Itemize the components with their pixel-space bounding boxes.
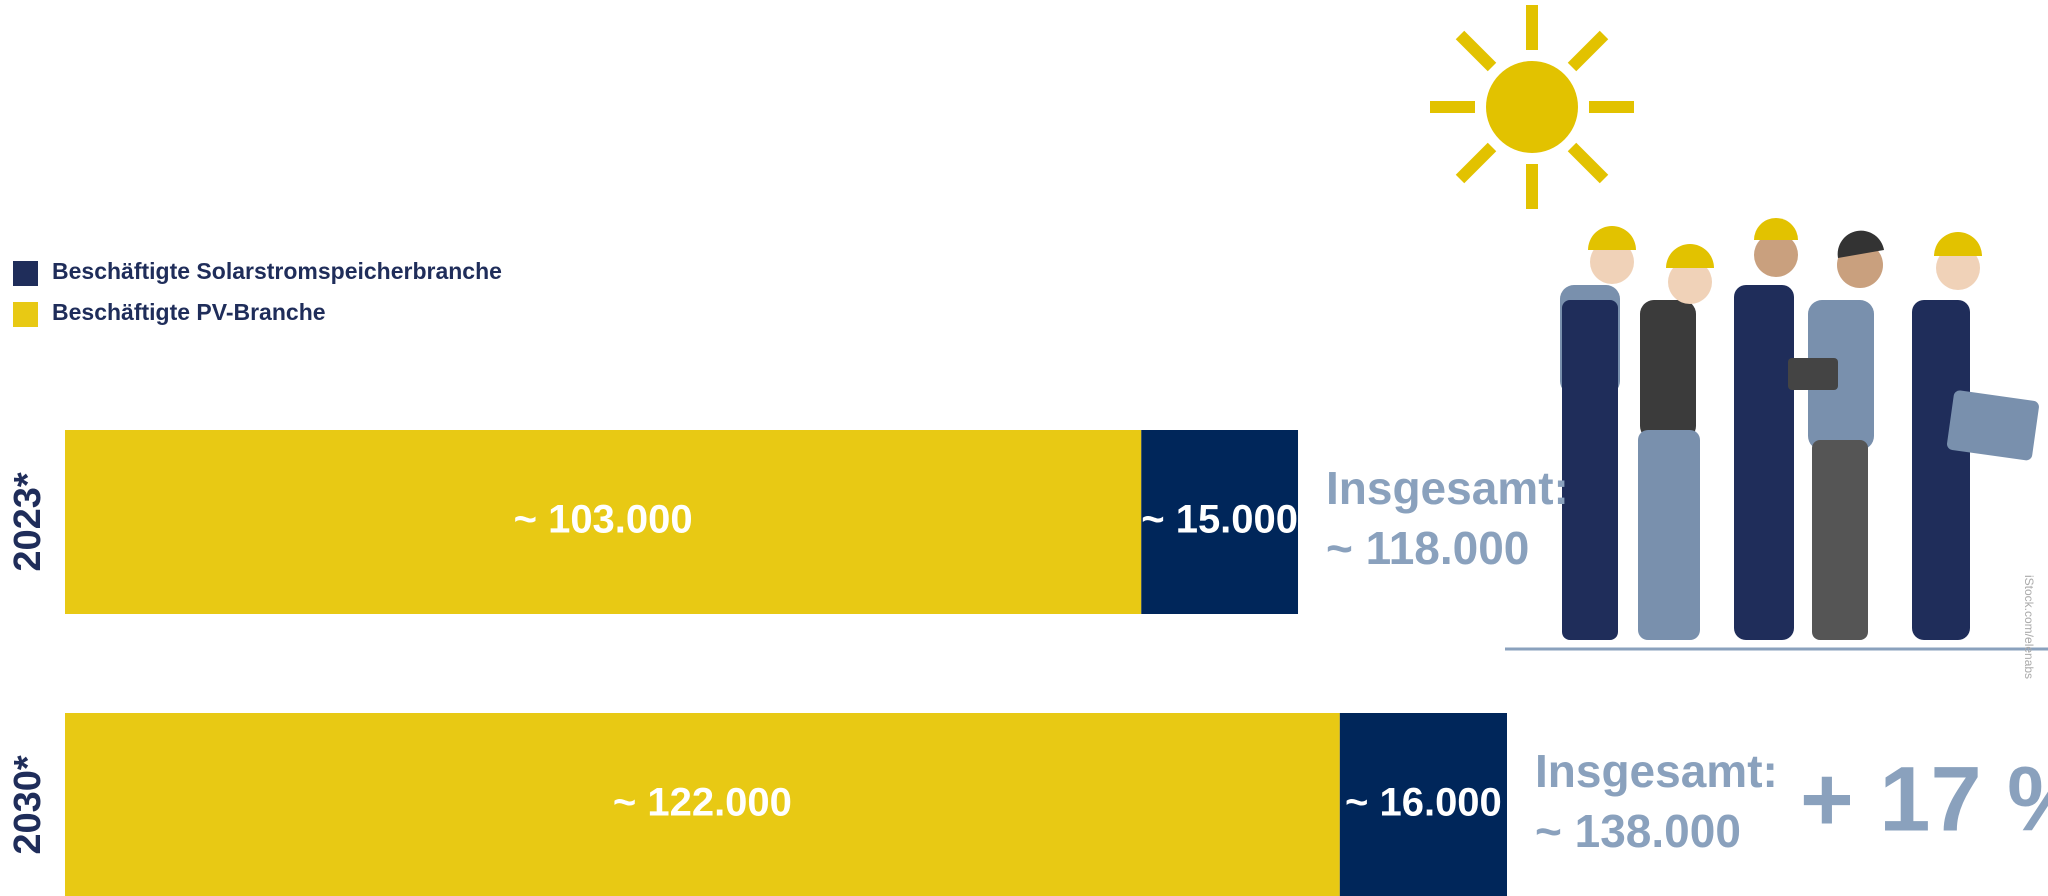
value-label: ~ 122.000 bbox=[613, 781, 792, 825]
sun bbox=[1430, 5, 1634, 209]
legend-swatch bbox=[13, 261, 38, 286]
legend-label: Beschäftigte Solarstromspeicherbranche bbox=[52, 258, 502, 284]
value-label: ~ 103.000 bbox=[514, 498, 693, 542]
image-credit: iStock.com/elenabs bbox=[2022, 575, 2036, 679]
legend-swatch bbox=[13, 302, 38, 327]
total-value: ~ 118.000 bbox=[1326, 522, 1529, 574]
y-tick-label: 2030* bbox=[7, 755, 49, 855]
total-caption: Insgesamt: bbox=[1535, 745, 1778, 797]
workers-illustration bbox=[1505, 218, 2048, 649]
y-tick-label: 2023* bbox=[7, 472, 49, 572]
chart: iStock.com/elenabs + 17 % Beschäftigte S… bbox=[0, 0, 2048, 896]
total-value: ~ 138.000 bbox=[1535, 805, 1741, 857]
growth-label: + 17 % bbox=[1800, 748, 2048, 850]
legend-label: Beschäftigte PV-Branche bbox=[52, 299, 326, 325]
total-caption: Insgesamt: bbox=[1326, 462, 1569, 514]
value-label: ~ 16.000 bbox=[1345, 781, 1502, 825]
value-label: ~ 15.000 bbox=[1141, 498, 1298, 542]
